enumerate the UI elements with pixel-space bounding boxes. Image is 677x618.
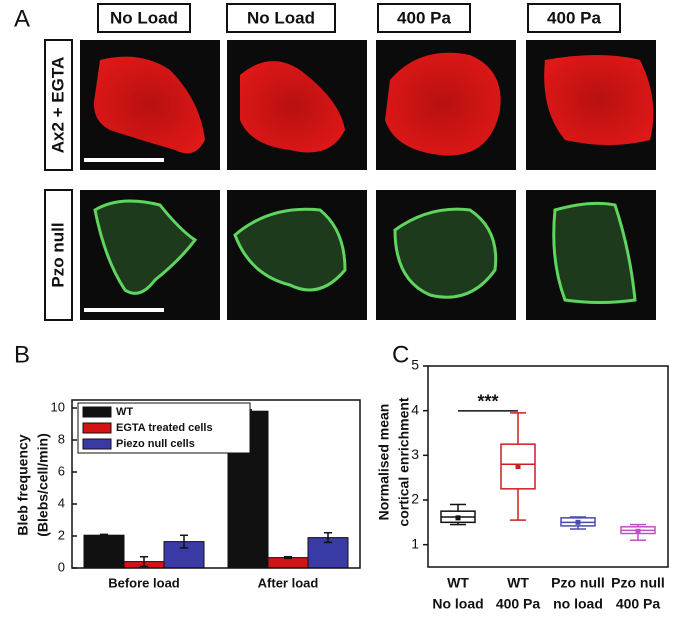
y-tick-label: 4 [411, 401, 419, 417]
error-bar [140, 556, 148, 568]
x-tick-label: After load [258, 575, 319, 590]
row-label: Pzo null [48, 222, 67, 287]
y-axis-label: cortical enrichment [396, 397, 412, 526]
bar [267, 557, 309, 569]
error-bar [100, 533, 108, 537]
y-tick-label: 5 [411, 357, 419, 373]
micrographs [80, 40, 656, 320]
y-tick-label: 2 [58, 527, 65, 542]
mean [455, 515, 461, 521]
x-tick-label: Before load [108, 575, 180, 590]
legend-label: Piezo null cells [116, 438, 195, 450]
legend-swatch [82, 422, 112, 434]
legend-label: WT [116, 406, 133, 418]
label-box [44, 189, 73, 321]
y-axis-label: Bleb frequency [15, 434, 31, 535]
y-tick-label: 6 [58, 463, 65, 478]
legend-swatch [82, 438, 112, 450]
x-tick-label: No load [432, 596, 483, 612]
mean [635, 528, 641, 534]
y-tick-label: 1 [411, 535, 419, 551]
x-tick-label: Pzo null [551, 575, 605, 591]
label-box [97, 3, 191, 33]
x-tick-label: no load [553, 596, 603, 612]
y-tick-label: 8 [58, 431, 65, 446]
panel-letter: C [392, 341, 409, 368]
label-box [527, 3, 621, 33]
x-tick-label: WT [507, 575, 529, 591]
panel-letter: A [14, 5, 30, 32]
bar [83, 534, 125, 569]
label-box [377, 3, 471, 33]
y-axis-label: (Blebs/cell/min) [35, 433, 51, 536]
y-tick-label: 3 [411, 446, 419, 462]
row-label: Ax2 + EGTA [48, 57, 67, 154]
error-bar [284, 556, 292, 560]
error-bar [324, 532, 332, 544]
x-tick-label: Pzo null [611, 575, 665, 591]
y-tick-label: 10 [51, 399, 65, 414]
label-box [44, 39, 73, 171]
column-label: 400 Pa [397, 8, 451, 27]
box [500, 443, 536, 490]
panel-letter: B [14, 341, 30, 368]
y-tick-label: 4 [58, 495, 65, 510]
plot-frame [71, 399, 361, 569]
error-bar [180, 534, 188, 549]
significance-label: *** [477, 392, 498, 412]
label-box [226, 3, 336, 33]
mean [575, 519, 581, 525]
y-tick-label: 0 [58, 559, 65, 574]
legend-swatch [82, 406, 112, 418]
plot-frame [427, 365, 669, 568]
column-label: No Load [110, 8, 178, 27]
x-tick-label: 400 Pa [496, 596, 541, 612]
y-axis-label: Normalised mean [376, 404, 392, 521]
mean [515, 464, 521, 469]
x-tick-label: WT [447, 575, 469, 591]
y-tick-label: 2 [411, 491, 419, 507]
column-label: 400 Pa [547, 8, 601, 27]
column-label: No Load [247, 8, 315, 27]
x-tick-label: 400 Pa [616, 596, 661, 612]
legend-label: EGTA treated cells [116, 422, 213, 434]
